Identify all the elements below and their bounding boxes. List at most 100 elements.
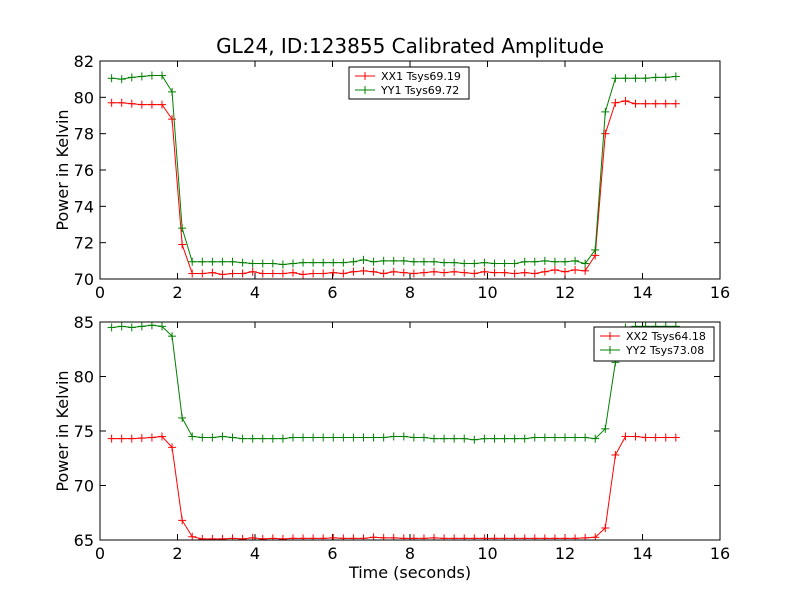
data-point: [248, 267, 257, 276]
data-point: [480, 534, 489, 540]
data-point: [571, 433, 580, 442]
data-point: [309, 269, 318, 278]
data-point: [278, 434, 287, 443]
data-point: [107, 74, 116, 83]
data-point: [480, 267, 489, 276]
data-point: [369, 257, 378, 266]
data-point: [470, 259, 479, 268]
data-point: [218, 432, 227, 441]
data-point: [500, 434, 509, 443]
x-tick-label: 10: [477, 544, 497, 563]
data-point: [419, 534, 428, 540]
data-point: [359, 266, 368, 275]
data-point: [540, 267, 549, 276]
data-point: [268, 269, 277, 278]
data-point: [359, 255, 368, 264]
x-tick-label: 10: [477, 283, 497, 302]
y-tick-label: 85: [74, 313, 94, 332]
y-tick-label: 80: [74, 368, 94, 387]
data-point: [480, 258, 489, 267]
data-point: [228, 433, 237, 442]
data-point: [258, 534, 267, 540]
data-point: [238, 258, 247, 267]
data-point: [349, 257, 358, 266]
data-point: [581, 433, 590, 442]
data-point: [379, 269, 388, 278]
data-point: [389, 267, 398, 276]
x-tick-label: 16: [710, 283, 730, 302]
data-point: [591, 245, 600, 254]
x-tick-label: 6: [327, 283, 337, 302]
data-point: [178, 516, 187, 525]
data-point: [621, 74, 630, 83]
data-point: [430, 434, 439, 443]
data-point: [278, 534, 287, 540]
data-point: [631, 99, 640, 108]
data-point: [450, 258, 459, 267]
x-tick-label: 6: [327, 544, 337, 563]
data-point: [137, 434, 146, 443]
data-point: [329, 433, 338, 442]
data-point: [530, 269, 539, 278]
legend-item: YY2 Tsys73.08: [600, 344, 704, 357]
data-point: [107, 323, 116, 332]
x-tick-label: 12: [555, 544, 575, 563]
x-tick-label: 0: [95, 283, 105, 302]
y-tick-label: 80: [74, 88, 94, 107]
legend-label: XX1 Tsys69.19: [381, 70, 461, 83]
data-point: [198, 433, 207, 442]
data-point: [147, 322, 156, 330]
data-point: [651, 433, 660, 442]
data-point: [238, 534, 247, 540]
data-point: [430, 267, 439, 276]
plot-frame: [99, 321, 721, 541]
data-point: [117, 75, 126, 84]
data-point: [550, 265, 559, 274]
data-point: [389, 256, 398, 265]
data-point: [288, 259, 297, 268]
data-point: [500, 268, 509, 277]
legend-item: XX1 Tsys69.19: [355, 70, 461, 83]
data-point: [671, 433, 680, 442]
data-point: [399, 432, 408, 441]
data-point: [540, 256, 549, 265]
data-point: [228, 257, 237, 266]
data-point: [178, 240, 187, 249]
data-point: [208, 534, 217, 540]
data-point: [470, 534, 479, 540]
data-point: [147, 71, 156, 80]
data-point: [158, 71, 166, 80]
data-point: [127, 73, 136, 82]
data-point: [450, 534, 459, 540]
data-point: [117, 322, 126, 331]
data-point: [611, 74, 620, 83]
data-point: [510, 259, 519, 268]
y-tick-label: 75: [74, 422, 94, 441]
data-point: [299, 258, 308, 267]
data-point: [470, 435, 479, 444]
data-point: [158, 432, 166, 441]
data-point: [349, 534, 358, 540]
data-point: [651, 73, 660, 82]
data-point: [450, 267, 459, 276]
data-point: [550, 534, 559, 540]
data-point: [329, 258, 338, 267]
y-tick-label: 74: [74, 197, 94, 216]
data-point: [349, 433, 358, 442]
data-point: [188, 269, 197, 278]
data-point: [561, 534, 569, 540]
data-point: [268, 434, 277, 443]
data-point: [621, 96, 630, 105]
legend-item: XX2 Tsys64.18: [600, 330, 706, 343]
data-point: [349, 267, 358, 276]
x-tick-label: 14: [632, 283, 652, 302]
data-point: [641, 74, 650, 83]
legend-label: YY2 Tsys73.08: [625, 344, 704, 357]
data-point: [520, 257, 529, 266]
data-point: [168, 115, 177, 124]
data-point: [500, 259, 509, 268]
data-point: [460, 534, 469, 540]
data-point: [127, 434, 136, 443]
